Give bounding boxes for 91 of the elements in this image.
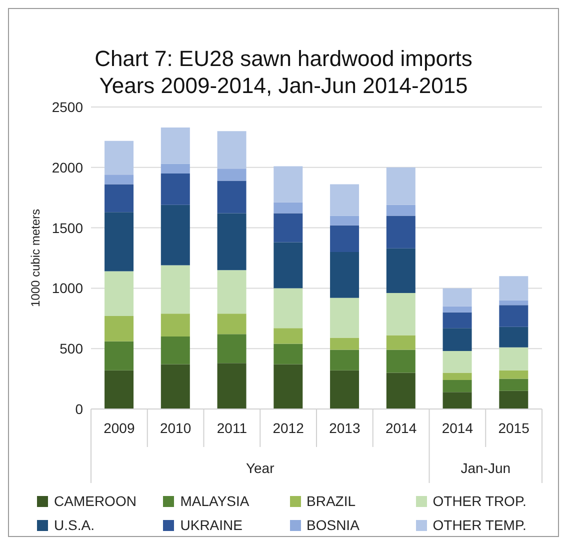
bar (499, 326, 528, 348)
bar (104, 316, 134, 342)
bar (160, 128, 190, 164)
bar (386, 204, 416, 216)
bar (442, 380, 472, 392)
bar (274, 242, 303, 288)
bar (386, 372, 416, 409)
bar (386, 248, 416, 294)
bar (160, 204, 190, 266)
legend-label: OTHER TROP. (432, 493, 526, 509)
bar (330, 298, 360, 338)
bar (386, 216, 416, 248)
y-tick-label: 1000 (52, 280, 84, 296)
bar (217, 334, 246, 364)
bar (442, 306, 472, 312)
bar (330, 350, 360, 370)
bar (104, 341, 134, 370)
legend-label: U.S.A. (54, 517, 94, 533)
bar (104, 184, 134, 212)
bar (274, 364, 303, 409)
text: Year (246, 460, 275, 476)
bar (442, 312, 472, 328)
bar (104, 174, 134, 184)
y-tick-label: 2500 (52, 98, 84, 115)
y-tick-label: 500 (60, 340, 84, 357)
x-tick-label: 2015 (498, 420, 530, 436)
bar (499, 390, 528, 409)
bar (160, 173, 190, 205)
bar (442, 328, 472, 352)
text: Jan-Jun (460, 460, 511, 476)
bar (160, 265, 190, 314)
bar (274, 328, 303, 344)
bar (499, 370, 528, 379)
bar (104, 140, 134, 175)
bar (217, 314, 246, 334)
y-tick-label: 1500 (52, 220, 84, 236)
bar (442, 372, 472, 380)
bar (217, 363, 246, 409)
bar (274, 213, 303, 242)
chart-title: Chart 7: EU28 sawn hardwood imports (94, 45, 474, 72)
bar (274, 344, 303, 364)
legend-label: OTHER TEMP. (432, 517, 526, 533)
bar (160, 314, 190, 337)
y-axis-title: 1000 cubic meters (28, 208, 42, 308)
bar (330, 370, 360, 409)
bar (386, 350, 416, 373)
bar (442, 392, 472, 409)
bar (499, 300, 528, 306)
bar (386, 335, 416, 350)
x-tick-label: 2010 (160, 420, 192, 436)
x-tick-label: 2012 (272, 420, 304, 436)
bar (104, 212, 134, 272)
bar (160, 164, 190, 174)
legend-label: CAMEROON (54, 493, 136, 509)
bar (217, 270, 246, 314)
bar (330, 225, 360, 252)
bar (160, 364, 190, 409)
x-tick-label: 2009 (104, 420, 135, 436)
bar (274, 288, 303, 328)
bar (104, 370, 134, 409)
x-tick-label: 2014 (442, 420, 474, 436)
bar (386, 293, 416, 336)
bar (104, 271, 134, 316)
bar (160, 336, 190, 364)
bar (442, 288, 472, 306)
bar (386, 167, 416, 205)
bar (330, 184, 360, 216)
bar (499, 276, 528, 300)
legend-label: BOSNIA (306, 517, 360, 533)
chart-subtitle: Years 2009-2014, Jan-Jun 2014-2015 (98, 72, 469, 99)
bar (499, 347, 528, 370)
x-tick-label: 2013 (329, 420, 360, 436)
legend-label: MALAYSIA (180, 493, 250, 509)
bar (217, 213, 246, 270)
bar (274, 202, 303, 214)
bar (499, 305, 528, 327)
bar (330, 252, 360, 298)
bar (217, 168, 246, 181)
bar (499, 378, 528, 391)
bar (442, 351, 472, 373)
y-tick-label: 0 (75, 400, 84, 417)
legend-label: UKRAINE (180, 517, 242, 533)
bar (330, 338, 360, 350)
bar (274, 166, 303, 202)
legend-label: BRAZIL (306, 493, 356, 509)
bar (217, 131, 246, 169)
x-tick-label: 2011 (216, 420, 248, 436)
y-tick-label: 2000 (52, 159, 84, 176)
bar (330, 216, 360, 226)
x-tick-label: 2014 (385, 420, 417, 436)
bar (217, 180, 246, 214)
